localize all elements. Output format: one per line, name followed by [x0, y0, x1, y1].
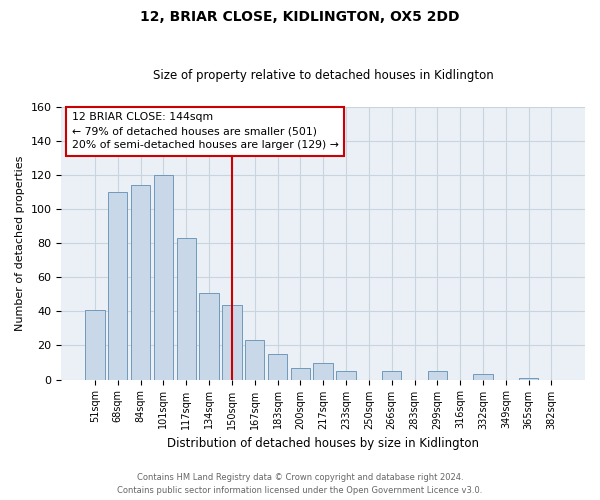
Bar	[382, 371, 401, 380]
Title: Size of property relative to detached houses in Kidlington: Size of property relative to detached ho…	[153, 69, 494, 82]
Bar	[428, 371, 447, 380]
Bar	[290, 368, 310, 380]
Y-axis label: Number of detached properties: Number of detached properties	[15, 156, 25, 331]
X-axis label: Distribution of detached houses by size in Kidlington: Distribution of detached houses by size …	[167, 437, 479, 450]
Bar	[519, 378, 538, 380]
Bar	[313, 362, 333, 380]
Text: Contains HM Land Registry data © Crown copyright and database right 2024.
Contai: Contains HM Land Registry data © Crown c…	[118, 474, 482, 495]
Bar	[473, 374, 493, 380]
Bar	[222, 304, 242, 380]
Bar	[154, 175, 173, 380]
Bar	[245, 340, 265, 380]
Bar	[131, 185, 150, 380]
Bar	[268, 354, 287, 380]
Text: 12, BRIAR CLOSE, KIDLINGTON, OX5 2DD: 12, BRIAR CLOSE, KIDLINGTON, OX5 2DD	[140, 10, 460, 24]
Bar	[176, 238, 196, 380]
Text: 12 BRIAR CLOSE: 144sqm
← 79% of detached houses are smaller (501)
20% of semi-de: 12 BRIAR CLOSE: 144sqm ← 79% of detached…	[72, 112, 339, 150]
Bar	[108, 192, 127, 380]
Bar	[199, 292, 219, 380]
Bar	[337, 371, 356, 380]
Bar	[85, 310, 104, 380]
